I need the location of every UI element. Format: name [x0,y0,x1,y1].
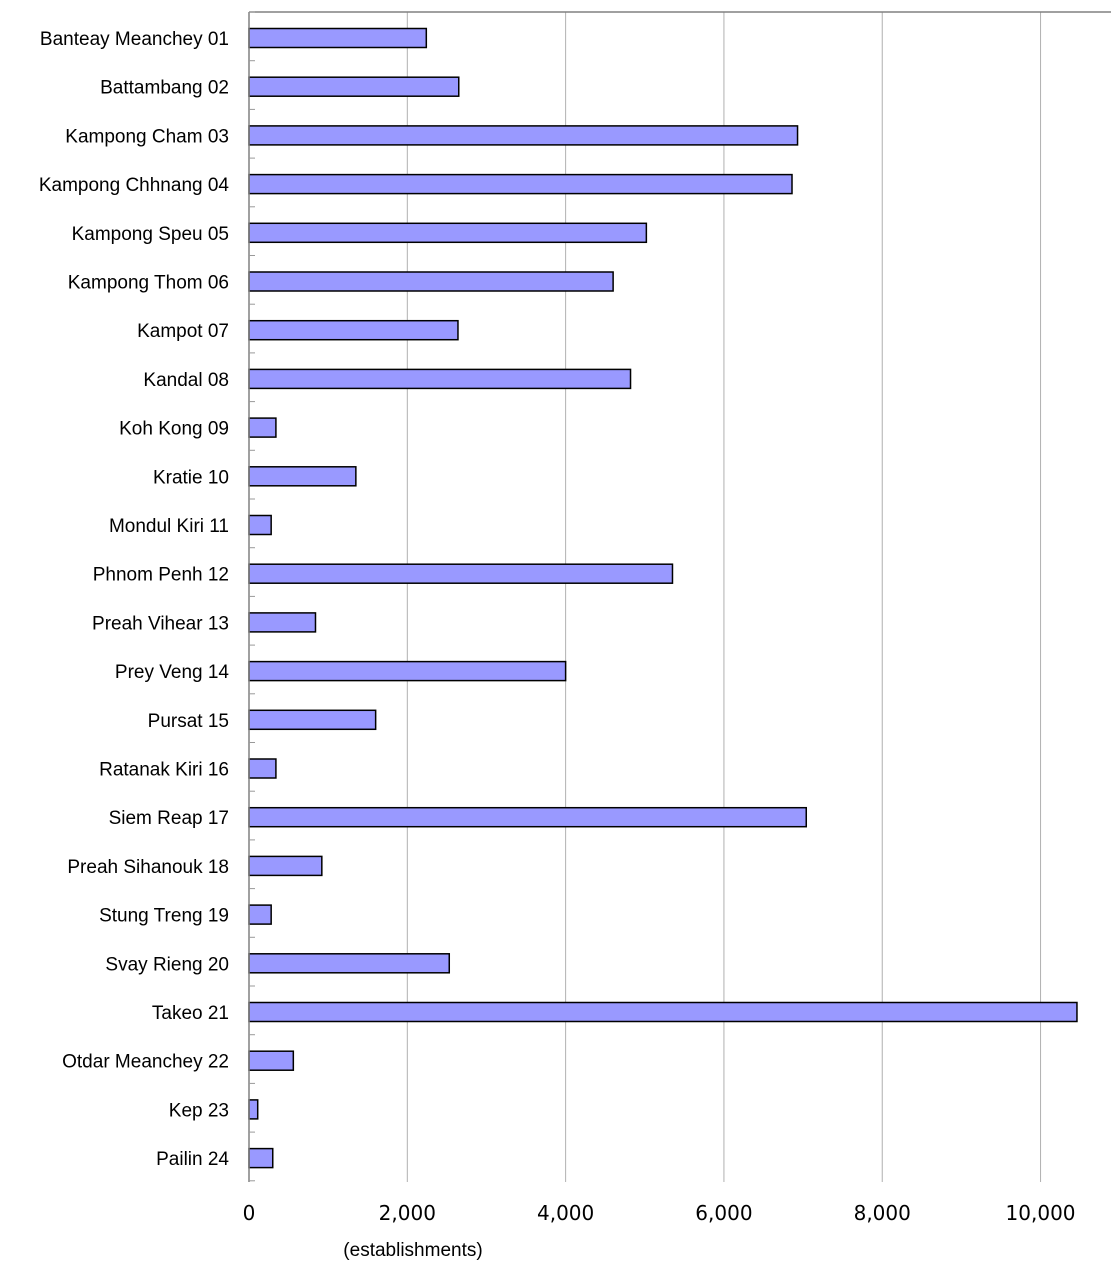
category-label: Pailin 24 [156,1149,229,1170]
category-label: Svay Rieng 20 [105,954,229,975]
bar [248,368,632,390]
bar [248,125,799,146]
category-label: Battambang 02 [100,78,229,99]
category-label: Siem Reap 17 [109,808,229,829]
bar [248,76,460,97]
category-label: Kampot 07 [137,321,229,342]
bar [248,514,272,536]
x-tick-label: 6,000 [695,1201,752,1225]
bar [248,758,277,779]
category-label: Ratanak Kiri 16 [99,760,229,781]
x-tick-labels: 0 2,000 4,000 6,000 8,000 10,000 [243,1201,1076,1225]
category-label: Otdar Meanchey 22 [62,1052,229,1073]
bar [248,563,674,584]
category-label: Kampong Thom 06 [68,273,229,294]
bar [248,271,614,292]
category-label: Kampong Cham 03 [65,126,229,147]
category-label: Phnom Penh 12 [93,565,229,586]
category-label: Prey Veng 14 [115,662,230,683]
bar [248,173,793,195]
category-label: Pursat 15 [148,711,229,732]
bar [248,953,451,974]
category-labels: Banteay Meanchey 01 Battambang 02 Kampong … [39,29,230,1170]
bar [248,319,459,341]
category-label: Kandal 08 [143,370,229,391]
bar [248,806,808,828]
x-tick-label: 10,000 [1006,1201,1076,1225]
category-label: Mondul Kiri 11 [109,516,229,537]
axes [248,11,1111,1182]
category-label: Kampong Speu 05 [72,224,229,245]
bar [248,1050,295,1071]
bar [248,904,272,925]
category-label: Kratie 10 [153,467,229,488]
category-label: Preah Sihanouk 18 [67,857,229,878]
category-label: Takeo 21 [152,1003,229,1024]
category-label: Koh Kong 09 [119,419,229,440]
bar [248,1099,259,1120]
x-tick-label: 8,000 [854,1201,911,1225]
x-tick-label: 0 [243,1201,256,1225]
category-label: Stung Treng 19 [99,906,229,927]
bar [248,855,323,877]
bar [248,612,317,633]
gridlines [406,12,1042,1182]
bars [248,27,1078,1169]
category-label: Banteay Meanchey 01 [40,29,229,50]
bar [248,1147,274,1169]
bar [248,660,567,682]
category-label: Preah Vihear 13 [92,613,229,634]
x-tick-label: 4,000 [537,1201,594,1225]
x-axis-title: (establishments) [343,1240,482,1261]
category-label: Kampong Chhnang 04 [39,175,230,196]
bar [248,27,428,49]
bar [248,709,377,731]
category-label: Kep 23 [169,1100,229,1121]
bar [248,417,277,438]
bar [248,466,357,487]
x-tick-label: 2,000 [379,1201,436,1225]
bar [248,1001,1078,1023]
bar [248,222,648,244]
